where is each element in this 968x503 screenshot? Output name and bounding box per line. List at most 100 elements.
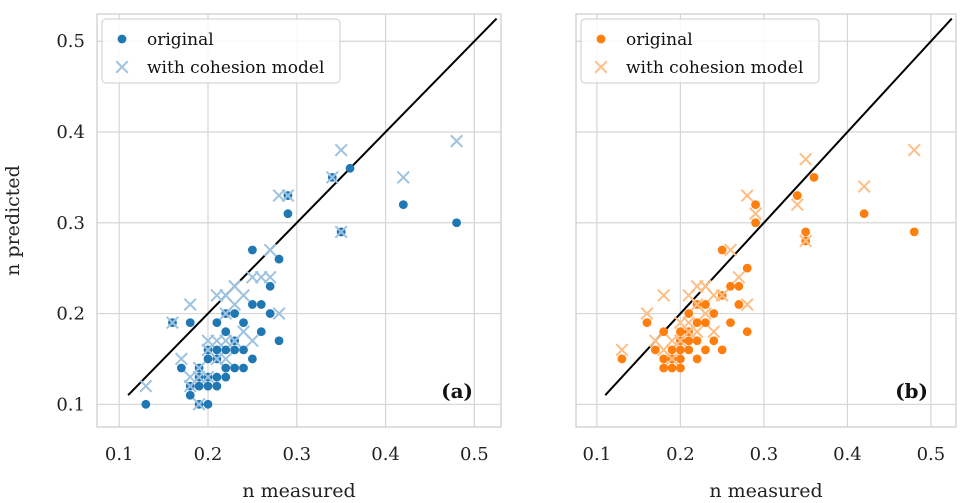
- data-point: [859, 209, 869, 219]
- data-point: [792, 191, 802, 200]
- data-point: [212, 381, 222, 391]
- legend-marker: [115, 60, 129, 74]
- data-point: [245, 334, 259, 348]
- x-tick-label: 0.3: [282, 444, 311, 465]
- data-point: [740, 297, 754, 311]
- data-point: [675, 345, 685, 355]
- data-point: [219, 352, 233, 366]
- data-point: [659, 327, 669, 337]
- data-point: [799, 234, 813, 248]
- data-point: [701, 345, 710, 355]
- data-point: [799, 152, 813, 166]
- data-point: [450, 134, 464, 148]
- data-point: [667, 345, 677, 355]
- data-point: [239, 345, 248, 355]
- data-point: [183, 297, 197, 311]
- y-tick-label: 0.3: [56, 213, 85, 234]
- data-point: [657, 288, 671, 302]
- data-point: [742, 327, 752, 337]
- data-point: [675, 354, 685, 364]
- data-point: [239, 318, 248, 328]
- data-point: [221, 345, 231, 355]
- data-point: [640, 307, 654, 321]
- data-point: [749, 207, 763, 221]
- data-point: [717, 245, 727, 255]
- legend-box: [580, 18, 820, 84]
- data-point: [734, 300, 744, 309]
- data-point: [334, 143, 348, 157]
- data-point: [247, 245, 257, 255]
- data-point: [203, 399, 213, 409]
- data-point: [742, 263, 752, 273]
- data-point: [717, 345, 727, 355]
- data-point: [726, 318, 735, 328]
- data-point: [617, 354, 627, 364]
- data-point: [452, 218, 462, 228]
- x-tick-label: 0.1: [583, 444, 612, 465]
- data-point: [203, 354, 213, 364]
- data-point: [194, 381, 204, 391]
- x-tick-label: 0.4: [371, 444, 400, 465]
- data-point: [740, 189, 754, 203]
- legend-label: original: [626, 30, 693, 50]
- legend-box: [101, 18, 341, 84]
- panel-label: (a): [441, 379, 473, 403]
- data-point: [709, 336, 719, 346]
- data-point: [675, 327, 685, 337]
- data-point: [265, 281, 275, 291]
- data-point: [723, 243, 738, 257]
- data-point: [790, 198, 804, 212]
- x-tick-label: 0.2: [666, 444, 695, 465]
- data-point: [221, 363, 231, 373]
- data-point: [272, 307, 286, 321]
- panel-a: 0.1 0.2 0.3 0.4 0.5 0.1 0.2 0.3 0.4 0.5 n measur…: [2, 13, 502, 502]
- x-tick-label: 0.3: [750, 444, 779, 465]
- data-point: [857, 179, 871, 193]
- data-point: [345, 163, 355, 173]
- y-tick-label: 0.2: [56, 304, 85, 325]
- x-tick-label: 0.5: [460, 444, 489, 465]
- data-point: [684, 309, 694, 318]
- data-point: [692, 354, 702, 364]
- series-original: [141, 163, 462, 409]
- data-point: [185, 318, 195, 328]
- data-point: [334, 225, 348, 239]
- x-tick-label: 0.5: [917, 444, 946, 465]
- data-point: [212, 372, 222, 382]
- data-point: [701, 318, 710, 328]
- data-point: [281, 189, 295, 203]
- data-point: [212, 345, 222, 355]
- data-point: [274, 254, 284, 264]
- data-point: [809, 172, 819, 182]
- data-point: [715, 288, 729, 302]
- data-point: [203, 381, 213, 391]
- data-point: [659, 363, 669, 373]
- data-point: [751, 200, 760, 210]
- plot-frame: [96, 13, 502, 428]
- data-point: [907, 143, 921, 157]
- legend-label: with cohesion model: [626, 58, 803, 78]
- data-point: [230, 309, 240, 318]
- data-point: [141, 399, 151, 409]
- data-point: [734, 281, 744, 291]
- legend-marker: [594, 60, 608, 74]
- data-point: [732, 270, 746, 284]
- series-holder: [615, 143, 921, 373]
- panel-b: 0.1 0.2 0.3 0.4 0.5 n measured (b) original w…: [575, 13, 957, 502]
- series-original: [617, 172, 919, 373]
- data-point: [659, 354, 669, 364]
- data-point: [642, 318, 652, 328]
- series-with-cohesion-model: [139, 134, 464, 411]
- legend-marker: [117, 34, 127, 44]
- series-with-cohesion-model: [615, 143, 921, 366]
- data-point: [801, 227, 811, 237]
- y-tick-label: 0.4: [56, 122, 85, 143]
- data-point: [751, 218, 760, 228]
- data-point: [701, 300, 710, 309]
- panel-label: (b): [895, 379, 928, 403]
- data-point: [236, 288, 251, 302]
- x-tick-label: 0.1: [105, 444, 134, 465]
- data-point: [174, 352, 188, 366]
- legend-label: with cohesion model: [147, 58, 324, 78]
